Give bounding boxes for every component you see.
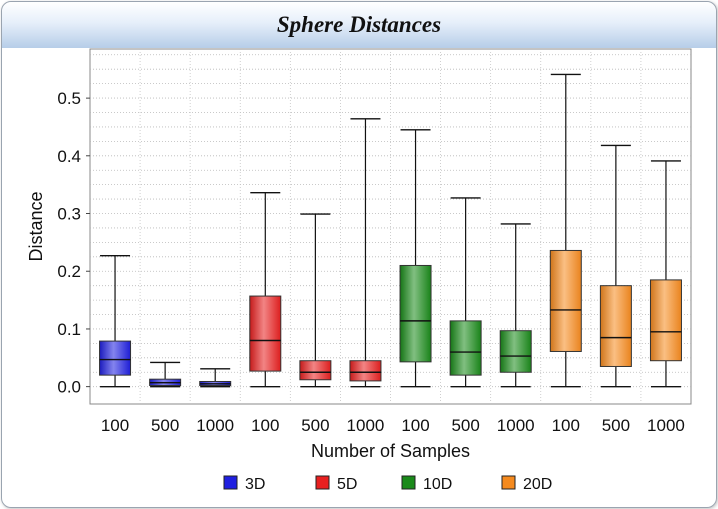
box-iqr [349,360,382,382]
legend-swatch [401,475,416,490]
box-10D-100 [399,129,432,388]
box-20D-1000 [649,160,682,388]
box-5D-500 [299,213,332,388]
x-tick-label: 500 [151,416,179,435]
y-tick-label: 0.3 [57,205,81,224]
legend-swatch [501,475,516,490]
legend-swatch [223,475,238,490]
legend-item-5D: 5D [315,475,357,493]
box-iqr [299,360,332,381]
box-iqr [499,330,532,373]
x-tick-label: 100 [552,416,580,435]
box-iqr [599,285,632,367]
x-tick-label: 1000 [647,416,685,435]
x-tick-label: 1000 [347,416,385,435]
legend-item-3D: 3D [223,475,265,493]
box-iqr [399,264,432,363]
chart-title: Sphere Distances [276,12,442,37]
legend-item-20D: 20D [501,475,552,493]
x-tick-label: 500 [301,416,329,435]
box-iqr [449,320,482,376]
y-tick-label: 0.5 [57,89,81,108]
box-10D-500 [449,197,482,388]
x-tick-label: 100 [251,416,279,435]
legend-label: 20D [523,476,552,493]
x-tick-label: 500 [602,416,630,435]
box-3D-1000 [199,368,232,388]
legend-label: 5D [337,476,357,493]
box-iqr [549,249,582,352]
y-tick-label: 0.0 [57,378,81,397]
x-tick-label: 1000 [497,416,535,435]
x-tick-label: 100 [101,416,129,435]
legend-label: 3D [245,476,265,493]
box-20D-500 [599,144,632,388]
box-iqr [249,295,282,372]
y-tick-label: 0.2 [57,262,81,281]
x-tick-label: 100 [401,416,429,435]
box-3D-100 [99,254,132,388]
box-3D-500 [149,361,182,388]
x-tick-label: 1000 [196,416,234,435]
legend-swatch [315,475,330,490]
title-bar: Sphere Distances [2,2,716,48]
box-5D-1000 [349,118,382,388]
x-axis-label: Number of Samples [311,441,470,461]
x-tick-label: 500 [451,416,479,435]
legend-label: 10D [423,476,452,493]
box-10D-1000 [499,223,532,388]
box-20D-100 [549,73,582,388]
box-iqr [649,279,682,362]
y-axis-label: Distance [26,191,46,261]
legend-item-10D: 10D [401,475,452,493]
box-iqr [99,340,132,376]
y-tick-label: 0.1 [57,320,81,339]
y-tick-label: 0.4 [57,147,81,166]
box-5D-100 [249,192,282,388]
